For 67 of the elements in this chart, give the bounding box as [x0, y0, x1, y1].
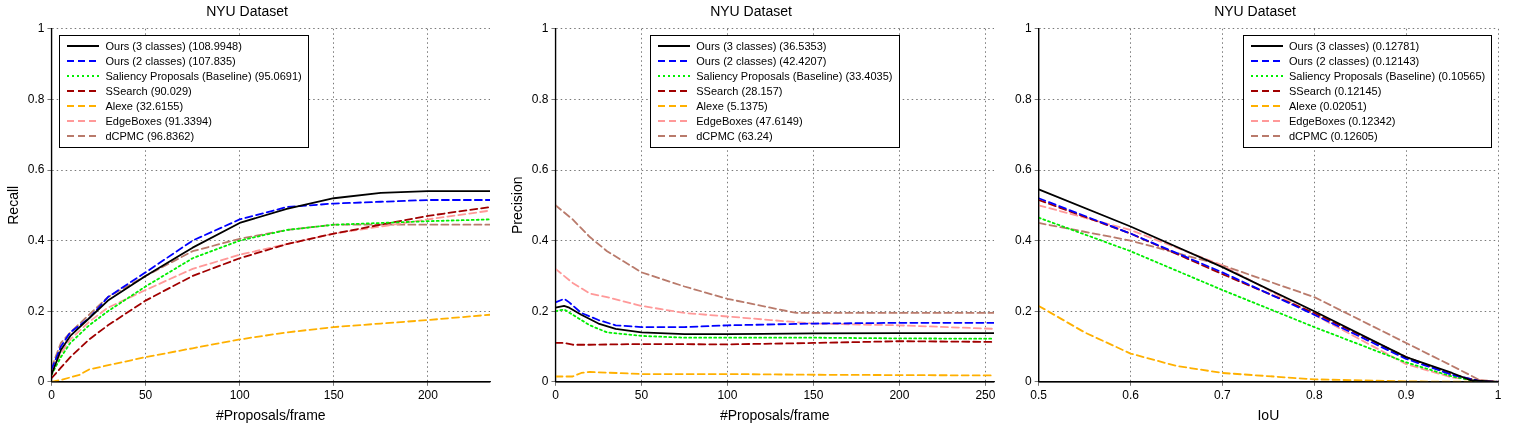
chart-title: NYU Dataset	[1214, 3, 1296, 20]
x-tick-label: 100	[717, 388, 738, 403]
y-tick-label: 0.8	[531, 91, 549, 106]
legend-label: Ours (2 classes) (0.12143)	[1289, 53, 1420, 69]
y-tick-label: 0	[541, 374, 549, 389]
x-tick-label: 150	[323, 388, 345, 403]
y-tick-label: 0.6	[27, 162, 45, 177]
y-tick-label: 0.4	[531, 232, 549, 247]
y-tick-label: 0.8	[27, 91, 45, 106]
y-tick-label: 0.6	[1014, 162, 1032, 177]
x-tick-label: 0	[552, 388, 560, 403]
y-tick-label: 0.4	[27, 232, 45, 247]
x-axis-title: #Proposals/frame	[215, 407, 326, 424]
line-series	[555, 204, 994, 314]
x-tick-label: 200	[417, 388, 439, 403]
y-tick-label: 0.2	[531, 303, 549, 318]
x-tick-label: 250	[975, 388, 996, 403]
legend-label: Alexe (32.6155)	[105, 98, 184, 114]
x-tick-label: 100	[229, 388, 251, 403]
y-tick-label: 1	[541, 21, 549, 36]
y-tick-label: 1	[1024, 21, 1032, 36]
legend-label: Ours (3 classes) (36.5353)	[696, 38, 827, 54]
legend-label: SSearch (28.157)	[696, 83, 783, 99]
chart-title: NYU Dataset	[710, 3, 792, 20]
y-tick-label: 0.4	[1014, 232, 1032, 247]
y-tick-label: 0.6	[531, 162, 549, 177]
x-tick-label: 150	[803, 388, 824, 403]
legend-label: EdgeBoxes (91.3394)	[105, 113, 212, 129]
x-tick-label: 0.5	[1030, 388, 1048, 403]
legend-label: Ours (2 classes) (42.4207)	[696, 53, 827, 69]
x-tick-label: 0.8	[1305, 388, 1323, 403]
y-tick-label: 0.8	[1014, 91, 1032, 106]
legend-label: SSearch (0.12145)	[1289, 83, 1382, 99]
y-tick-label: 0.2	[1014, 303, 1032, 318]
legend-label: Alexe (0.02051)	[1289, 98, 1367, 114]
x-tick-label: 1	[1494, 388, 1502, 403]
x-axis-title: #Proposals/frame	[719, 407, 830, 424]
legend-label: Saliency Proposals (Baseline) (0.10565)	[1289, 68, 1486, 84]
x-tick-label: 0.9	[1397, 388, 1415, 403]
legend-label: dCPMC (96.8362)	[105, 128, 195, 144]
line-series	[555, 297, 994, 328]
legend-label: SSearch (90.029)	[105, 83, 192, 99]
legend-label: EdgeBoxes (0.12342)	[1289, 113, 1396, 129]
y-tick-label: 0	[37, 374, 45, 389]
legend-label: Ours (3 classes) (108.9948)	[105, 38, 242, 54]
legend-label: EdgeBoxes (47.6149)	[696, 113, 803, 129]
x-axis-title: IoU	[1257, 407, 1280, 424]
x-tick-label: 0.7	[1214, 388, 1232, 403]
legend-label: dCPMC (0.12605)	[1289, 128, 1378, 144]
y-axis-title: Precision	[509, 176, 526, 235]
y-tick-label: 0.2	[27, 303, 45, 318]
legend-label: dCPMC (63.24)	[696, 128, 773, 144]
x-tick-label: 0	[48, 388, 56, 403]
x-tick-label: 50	[634, 388, 649, 403]
x-tick-label: 0.6	[1122, 388, 1140, 403]
legend-label: Saliency Proposals (Baseline) (95.0691)	[105, 68, 302, 84]
legend-label: Ours (2 classes) (107.835)	[105, 53, 236, 69]
legend-label: Ours (3 classes) (0.12781)	[1289, 38, 1420, 54]
x-tick-label: 200	[889, 388, 910, 403]
legend-label: Alexe (5.1375)	[696, 98, 768, 114]
chart-title: NYU Dataset	[206, 3, 288, 20]
line-series	[555, 267, 994, 330]
y-tick-label: 1	[37, 21, 45, 36]
legend-label: Saliency Proposals (Baseline) (33.4035)	[696, 68, 893, 84]
y-axis-title: Recall	[5, 185, 22, 225]
y-tick-label: 0	[1024, 374, 1032, 389]
x-tick-label: 50	[138, 388, 153, 403]
